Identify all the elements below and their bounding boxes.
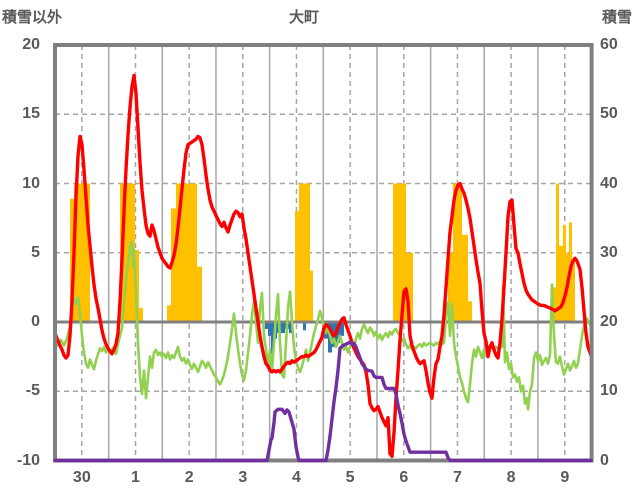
sunshine-bar (559, 245, 563, 322)
x-axis-tick: 30 (72, 469, 91, 486)
purple-snowdepth-line (53, 340, 593, 463)
red-temperature-line (53, 73, 593, 458)
y-axis-right-tick: 0 (600, 451, 609, 469)
x-axis-tick: 2 (184, 469, 194, 486)
y-axis-left-tick: -5 (25, 382, 40, 400)
precipitation-bar (271, 322, 274, 354)
precipitation-bar (289, 322, 293, 334)
y-axis-left-tick: 15 (22, 105, 40, 123)
sunshine-bar (167, 305, 171, 322)
right-axis-title: 積雪 (601, 9, 632, 26)
sunshine-bar (299, 183, 310, 322)
sunshine-bar (556, 183, 559, 322)
precipitation-bar (265, 322, 268, 329)
x-axis-tick: 7 (452, 469, 462, 486)
left-axis-title: 積雪以外 (2, 9, 63, 26)
x-axis-tick: 8 (506, 469, 516, 486)
sunshine-bar (462, 234, 468, 322)
y-axis-left-tick: 5 (31, 243, 40, 261)
y-axis-left-tick: 0 (31, 313, 40, 330)
precipitation-bar (340, 322, 344, 336)
x-axis-tick: 5 (345, 469, 355, 486)
y-axis-right-tick: 10 (600, 382, 618, 400)
y-axis-right-tick: 30 (600, 243, 618, 261)
y-axis-right-tick: 20 (600, 313, 618, 330)
sunshine-bar (553, 287, 556, 322)
x-axis-tick: 1 (131, 469, 140, 486)
precipitation-bar (268, 322, 271, 336)
x-axis-tick: 9 (560, 469, 570, 486)
sunshine-bar (563, 225, 566, 322)
sunshine-bar (406, 252, 413, 322)
y-axis-right-tick: 60 (600, 36, 618, 53)
sunshine-bar (295, 211, 299, 322)
x-axis-tick: 4 (292, 469, 301, 486)
x-axis-tick: 3 (238, 469, 248, 486)
x-axis-tick: 6 (399, 469, 409, 486)
sunshine-bar (572, 259, 575, 322)
sunshine-bar (176, 183, 197, 322)
y-axis-right-tick: 50 (600, 105, 618, 123)
y-axis-right-tick: 40 (600, 174, 618, 192)
sunshine-bar (468, 301, 472, 322)
sunshine-bar (453, 183, 462, 322)
sunshine-bar (448, 252, 453, 322)
sunshine-bar (393, 183, 406, 322)
sunshine-bar (139, 308, 143, 322)
sunshine-bar (197, 266, 202, 322)
y-axis-left-tick: 10 (22, 174, 40, 192)
y-axis-left-tick: 20 (22, 36, 40, 53)
precipitation-bar (303, 322, 306, 331)
sunshine-bar (135, 249, 139, 322)
sunshine-bar (171, 208, 176, 322)
precipitation-bar (281, 322, 285, 334)
chart-title: 大町 (288, 9, 319, 26)
sunshine-bar (310, 270, 313, 322)
y-axis-left-tick: -10 (16, 451, 40, 469)
